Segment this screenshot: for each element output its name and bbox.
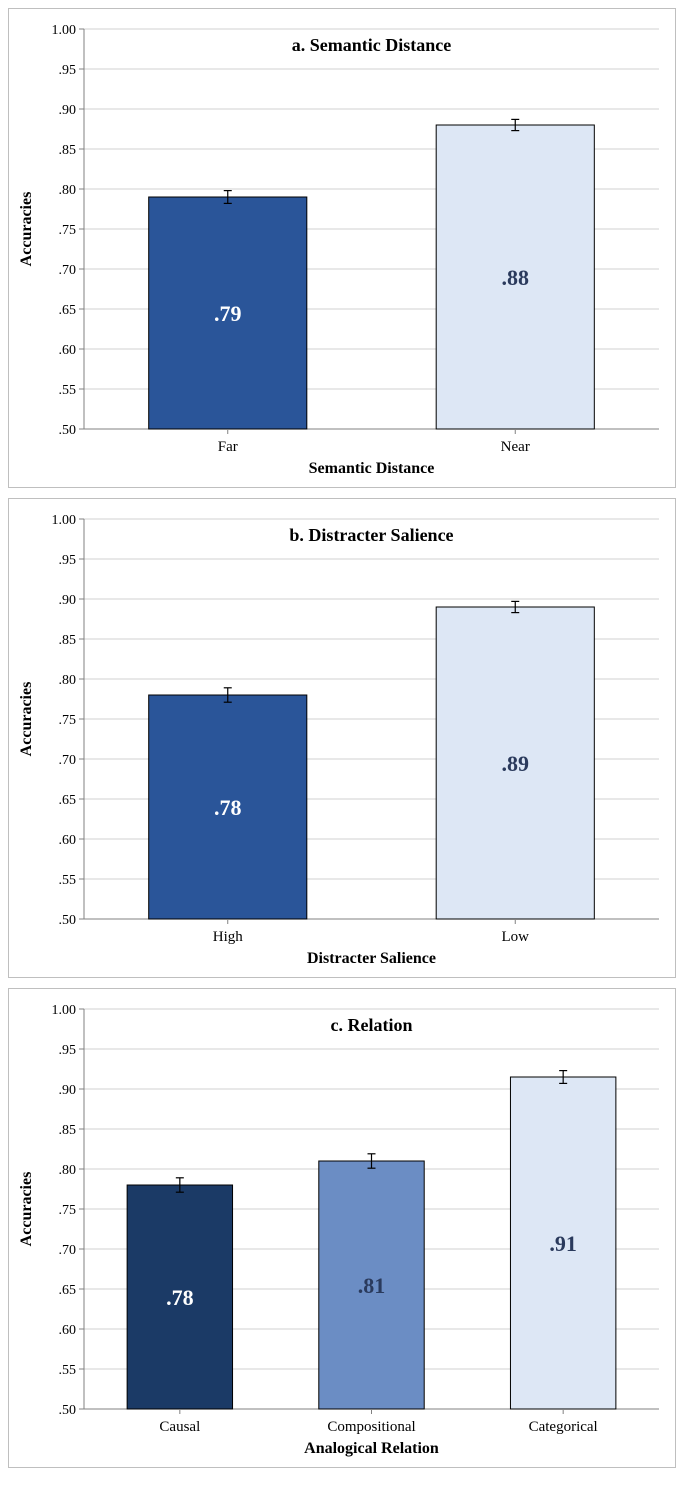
ytick-label: .95 (59, 553, 77, 568)
ytick-label: .55 (59, 873, 77, 888)
ytick-label: .50 (59, 1403, 77, 1418)
ytick-label: .90 (59, 593, 77, 608)
ytick-label: .50 (59, 423, 77, 438)
ytick-label: .90 (59, 1083, 77, 1098)
ytick-label: .75 (59, 713, 77, 728)
ytick-label: .80 (59, 1163, 77, 1178)
chart-panel-0: 1.00 .95 .90 .85 .80 .75 .70 .65 .60 .55 .50 Far .79… (8, 8, 676, 488)
ytick-label: .55 (59, 1363, 77, 1378)
xtick-label: Far (218, 439, 238, 455)
x-axis-label: Analogical Relation (304, 1440, 439, 1457)
xtick-label: High (213, 929, 244, 945)
ytick-label: .80 (59, 183, 77, 198)
ytick-label: .80 (59, 673, 77, 688)
bar-value: .88 (502, 265, 530, 290)
ytick-label: .70 (59, 753, 77, 768)
ytick-label: .85 (59, 1123, 77, 1138)
chart-panel-1: 1.00 .95 .90 .85 .80 .75 .70 .65 .60 .55 .50 High .7… (8, 498, 676, 978)
x-axis-label: Distracter Salience (307, 950, 436, 967)
bar-value: .78 (166, 1285, 194, 1310)
y-axis-label: Accuracies (18, 682, 35, 757)
ytick-label: .95 (59, 63, 77, 78)
ytick-label: 1.00 (52, 513, 77, 528)
panel-title: b. Distracter Salience (289, 525, 453, 545)
xtick-label: Causal (159, 1419, 200, 1435)
ytick-label: .85 (59, 633, 77, 648)
bar-value: .81 (358, 1273, 386, 1298)
ytick-label: .65 (59, 1283, 77, 1298)
ytick-label: .55 (59, 383, 77, 398)
ytick-label: .90 (59, 103, 77, 118)
xtick-label: Compositional (327, 1419, 415, 1435)
ytick-label: .65 (59, 303, 77, 318)
ytick-label: .75 (59, 223, 77, 238)
ytick-label: .75 (59, 1203, 77, 1218)
ytick-label: .60 (59, 1323, 77, 1338)
ytick-label: .65 (59, 793, 77, 808)
ytick-label: 1.00 (52, 23, 77, 38)
x-axis-label: Semantic Distance (309, 460, 435, 477)
ytick-label: .95 (59, 1043, 77, 1058)
panel-title: a. Semantic Distance (292, 35, 451, 55)
ytick-label: .70 (59, 263, 77, 278)
bar-value: .78 (214, 795, 242, 820)
bar-value: .89 (502, 751, 530, 776)
ytick-label: .60 (59, 833, 77, 848)
chart-panel-2: 1.00 .95 .90 .85 .80 .75 .70 .65 .60 .55 .50 Causal… (8, 988, 676, 1468)
xtick-label: Low (502, 929, 530, 945)
bar-value: .91 (549, 1231, 577, 1256)
bar-value: .79 (214, 301, 242, 326)
xtick-label: Near (501, 439, 530, 455)
ytick-label: 1.00 (52, 1003, 77, 1018)
y-axis-label: Accuracies (18, 192, 35, 267)
y-axis-label: Accuracies (18, 1172, 35, 1247)
xtick-label: Categorical (529, 1419, 598, 1435)
ytick-label: .70 (59, 1243, 77, 1258)
ytick-label: .85 (59, 143, 77, 158)
ytick-label: .60 (59, 343, 77, 358)
ytick-label: .50 (59, 913, 77, 928)
panel-title: c. Relation (331, 1015, 413, 1035)
